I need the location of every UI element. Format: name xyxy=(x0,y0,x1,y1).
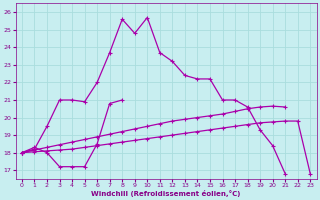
X-axis label: Windchill (Refroidissement éolien,°C): Windchill (Refroidissement éolien,°C) xyxy=(92,190,241,197)
